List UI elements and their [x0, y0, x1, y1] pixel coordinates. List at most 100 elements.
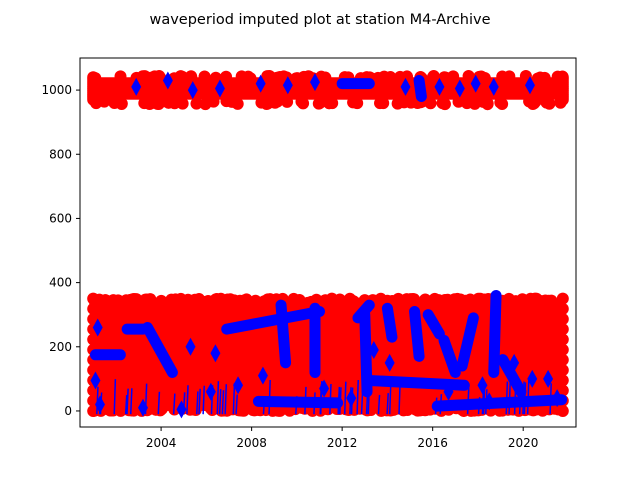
observed-segment	[488, 289, 502, 378]
imputed-point	[207, 95, 220, 108]
imputed-point	[478, 296, 491, 309]
observed-trace	[221, 390, 225, 415]
observed-trace	[526, 379, 530, 415]
observed-trace	[513, 382, 517, 415]
observed-point	[470, 74, 481, 93]
imputed-point	[316, 72, 329, 85]
imputed-point	[107, 404, 120, 417]
observed-trace	[126, 388, 129, 415]
observed-trace	[124, 395, 128, 415]
observed-trace	[349, 387, 352, 415]
observed-trace	[482, 384, 486, 415]
imputed-point	[261, 293, 274, 306]
observed-point	[255, 74, 266, 93]
y-tick-label: 800	[49, 147, 72, 161]
observed-trace	[549, 383, 552, 415]
observed-trace	[518, 382, 522, 415]
observed-point	[92, 318, 103, 337]
observed-segment	[409, 305, 425, 362]
imputed-point	[501, 295, 514, 308]
imputed-point	[556, 374, 569, 387]
observed-trace	[235, 394, 238, 415]
imputed-point	[556, 384, 569, 397]
observed-trace	[466, 387, 470, 415]
imputed-point	[543, 97, 556, 110]
observed-point	[509, 353, 520, 372]
observed-segment	[252, 395, 344, 409]
imputed-point	[556, 353, 569, 366]
imputed-point	[220, 70, 233, 83]
observed-trace	[157, 391, 161, 415]
imputed-point	[413, 404, 426, 417]
imputed-point	[343, 292, 356, 305]
imputed-point	[463, 295, 476, 308]
observed-point	[309, 73, 320, 92]
observed-trace	[367, 384, 371, 415]
observed-trace	[505, 381, 509, 415]
observed-point	[210, 344, 221, 363]
imputed-point	[351, 97, 364, 110]
imputed-point	[392, 292, 405, 305]
imputed-point	[87, 292, 100, 305]
observed-point	[257, 366, 268, 385]
observed-trace	[210, 385, 214, 415]
x-axis: 2004 2008 2012 2016 2020	[146, 427, 538, 450]
observed-trace	[224, 384, 228, 415]
observed-trace	[295, 396, 298, 415]
imputed-point	[114, 70, 127, 83]
imputed-point	[144, 296, 157, 309]
imputed-point	[174, 292, 187, 305]
imputed-point	[125, 404, 138, 417]
imputed-point	[447, 70, 460, 83]
imputed-point	[87, 302, 100, 315]
imputed-point	[556, 71, 569, 84]
plot-frame	[79, 57, 577, 428]
observed-trace	[398, 381, 401, 415]
imputed-point	[87, 364, 100, 377]
observed-segment	[221, 305, 326, 335]
imputed-point	[556, 404, 569, 417]
observed-point	[527, 369, 538, 388]
observed-segment	[422, 309, 445, 340]
imputed-point	[436, 97, 449, 110]
imputed-point	[124, 294, 137, 307]
observed-point	[443, 382, 454, 401]
imputed-point	[323, 97, 336, 110]
observed-trace	[386, 393, 389, 415]
imputed-point	[481, 98, 494, 111]
observed-segment	[363, 374, 470, 391]
observed-trace	[365, 390, 369, 415]
observed-segment	[456, 312, 479, 372]
imputed-point	[556, 333, 569, 346]
imputed-point	[192, 295, 205, 308]
observed-trace	[388, 382, 392, 415]
observed-trace	[144, 383, 148, 415]
imputed-point	[426, 71, 439, 84]
observed-point	[454, 79, 465, 98]
imputed-point	[271, 95, 284, 108]
imputed-point	[531, 72, 544, 85]
imputed-point	[419, 293, 432, 306]
observed-trace	[377, 394, 381, 415]
imputed-point	[556, 343, 569, 356]
imputed-point	[246, 404, 259, 417]
observed-point	[552, 389, 563, 408]
observed-trace	[268, 380, 271, 415]
observed-trace	[218, 389, 222, 415]
y-tick-label: 0	[64, 404, 72, 418]
y-tick-label: 200	[49, 340, 72, 354]
imputed-point	[209, 71, 222, 84]
imputed-point	[462, 70, 475, 83]
imputed-point	[527, 96, 540, 109]
observed-trace	[522, 381, 525, 415]
imputed-point	[401, 403, 414, 416]
observed-trace	[198, 388, 201, 415]
observed-trace	[98, 396, 102, 415]
imputed-point	[112, 294, 125, 307]
observed-trace	[262, 397, 266, 415]
imputed-point	[108, 97, 121, 110]
observed-trace	[350, 387, 354, 415]
imputed-point	[374, 97, 387, 110]
observed-point	[368, 340, 379, 359]
